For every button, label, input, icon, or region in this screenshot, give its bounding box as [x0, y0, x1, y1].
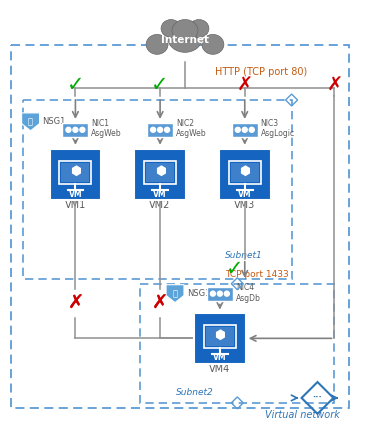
- Circle shape: [210, 291, 215, 296]
- Circle shape: [151, 127, 156, 132]
- FancyBboxPatch shape: [63, 123, 88, 137]
- Text: ···: ···: [313, 393, 322, 402]
- Ellipse shape: [168, 25, 202, 52]
- FancyBboxPatch shape: [59, 161, 92, 184]
- Text: NIC2: NIC2: [176, 119, 194, 128]
- Circle shape: [73, 127, 78, 132]
- Circle shape: [66, 127, 71, 132]
- Text: ✗: ✗: [67, 294, 83, 313]
- FancyBboxPatch shape: [232, 123, 258, 137]
- Circle shape: [165, 127, 169, 132]
- Text: Subnet1: Subnet1: [225, 251, 262, 260]
- Text: ⬢: ⬢: [155, 165, 165, 178]
- Circle shape: [217, 291, 223, 296]
- Text: NSG1: NSG1: [42, 117, 66, 126]
- Circle shape: [224, 291, 229, 296]
- Polygon shape: [166, 285, 184, 302]
- Circle shape: [249, 127, 254, 132]
- Text: Internet: Internet: [161, 36, 209, 45]
- Text: ✗: ✗: [326, 76, 343, 95]
- Text: AsgDb: AsgDb: [236, 294, 261, 303]
- FancyBboxPatch shape: [61, 163, 89, 182]
- FancyBboxPatch shape: [207, 287, 233, 301]
- Text: Virtual network: Virtual network: [265, 410, 339, 420]
- Text: VM: VM: [238, 190, 251, 199]
- Text: Subnet2: Subnet2: [176, 388, 214, 398]
- Circle shape: [235, 127, 240, 132]
- FancyBboxPatch shape: [219, 148, 271, 201]
- Text: VM: VM: [153, 190, 167, 199]
- FancyBboxPatch shape: [49, 148, 101, 201]
- Text: NIC3: NIC3: [261, 119, 279, 128]
- Circle shape: [80, 127, 85, 132]
- Text: AsgWeb: AsgWeb: [176, 129, 207, 138]
- Text: ✗: ✗: [236, 76, 253, 95]
- FancyBboxPatch shape: [147, 123, 173, 137]
- Ellipse shape: [172, 19, 198, 41]
- Text: ⛨: ⛨: [28, 117, 33, 126]
- Text: NIC4: NIC4: [236, 283, 254, 292]
- Text: ✗: ✗: [67, 294, 83, 313]
- Ellipse shape: [146, 34, 168, 54]
- Bar: [140, 284, 335, 403]
- Text: AsgLogic: AsgLogic: [261, 129, 295, 138]
- Text: HTTP (TCP port 80): HTTP (TCP port 80): [215, 67, 307, 77]
- Text: VM: VM: [68, 190, 82, 199]
- Text: ✗: ✗: [152, 294, 168, 313]
- FancyBboxPatch shape: [194, 313, 246, 364]
- FancyBboxPatch shape: [229, 161, 261, 184]
- Text: ⬢: ⬢: [70, 165, 81, 178]
- Ellipse shape: [161, 19, 181, 38]
- Text: VM: VM: [213, 354, 227, 363]
- Text: VM2: VM2: [149, 200, 171, 210]
- Text: ⬢: ⬢: [239, 165, 250, 178]
- Text: VM4: VM4: [209, 364, 231, 374]
- Text: VM3: VM3: [234, 200, 255, 210]
- FancyBboxPatch shape: [144, 161, 176, 184]
- FancyBboxPatch shape: [206, 327, 234, 346]
- Text: TCP port 1433: TCP port 1433: [225, 270, 288, 279]
- Text: ✓: ✓: [151, 75, 169, 95]
- Bar: [11, 45, 350, 408]
- Text: VM1: VM1: [65, 200, 86, 210]
- FancyBboxPatch shape: [231, 163, 259, 182]
- Circle shape: [158, 127, 163, 132]
- FancyBboxPatch shape: [134, 148, 186, 201]
- Ellipse shape: [189, 19, 209, 38]
- Circle shape: [242, 127, 247, 132]
- Polygon shape: [22, 113, 40, 131]
- FancyBboxPatch shape: [146, 163, 174, 182]
- Bar: [23, 100, 292, 279]
- Ellipse shape: [202, 34, 224, 54]
- Text: NIC1: NIC1: [92, 119, 109, 128]
- Text: ⛨: ⛨: [172, 289, 178, 298]
- Text: ✓: ✓: [226, 259, 243, 279]
- FancyBboxPatch shape: [204, 325, 236, 348]
- Text: ✓: ✓: [67, 75, 84, 95]
- Text: NSG1: NSG1: [187, 289, 210, 298]
- Text: ✗: ✗: [152, 294, 168, 313]
- Text: AsgWeb: AsgWeb: [92, 129, 122, 138]
- Text: ⬢: ⬢: [214, 329, 225, 342]
